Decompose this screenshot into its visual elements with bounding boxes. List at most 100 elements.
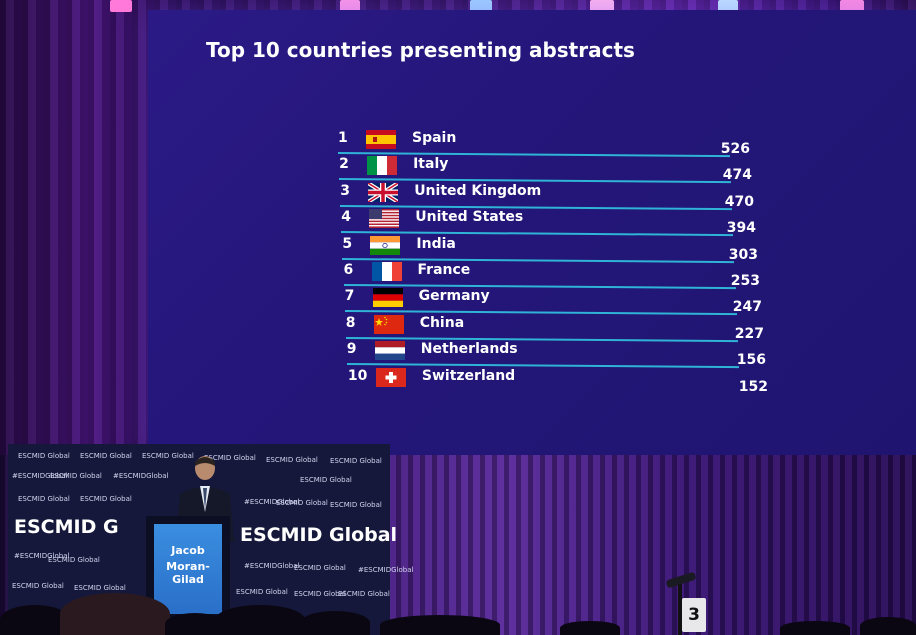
country-name: India <box>416 235 456 252</box>
abstract-count: 526 <box>720 141 750 157</box>
audience-head <box>560 621 620 635</box>
audience-head <box>860 617 916 635</box>
backdrop-logo-text: ESCMID Global <box>266 456 318 464</box>
country-row: 3 United Kingdom 470 <box>340 181 770 210</box>
seat-number: 3 <box>688 605 700 625</box>
italy-flag-icon <box>367 156 398 176</box>
backdrop-logo-text: ESCMID Global <box>294 564 346 572</box>
rank-number: 9 <box>346 341 357 358</box>
country-name: United Kingdom <box>414 182 542 199</box>
backdrop-logo-text: ESCMID Global <box>300 476 352 484</box>
country-row: 1 Spain 526 <box>337 128 768 158</box>
country-name: Netherlands <box>420 341 518 358</box>
abstract-count: 303 <box>728 246 758 263</box>
seat-number-sign: 3 <box>682 598 706 632</box>
audience-head <box>380 615 500 635</box>
audience-head <box>165 613 225 635</box>
country-name: Germany <box>418 288 490 305</box>
usa-flag-icon <box>369 209 400 229</box>
backdrop-logo-text: ESCMID Global <box>50 472 102 480</box>
stage-light <box>590 0 614 12</box>
abstract-count: 474 <box>722 167 752 184</box>
rank-number: 10 <box>347 367 368 384</box>
rank-number: 6 <box>343 262 354 278</box>
backdrop-logo-text: ESCMID Global <box>18 495 70 503</box>
backdrop-logo-text: ESCMID Global <box>338 590 390 598</box>
backdrop-logo-text: ESCMID Global <box>48 556 100 564</box>
france-flag-icon <box>371 262 402 281</box>
abstract-count: 470 <box>724 193 754 210</box>
country-row: 6 France 253 <box>343 260 774 290</box>
stage-light <box>110 0 132 12</box>
country-row: 10 Switzerland 152 <box>347 366 778 395</box>
backdrop-logo-text: ESCMID Global <box>204 454 256 462</box>
rank-number: 1 <box>338 130 348 146</box>
camera-equipment <box>666 572 696 635</box>
backdrop-logo-text: ESCMID Global <box>18 452 70 460</box>
abstract-count: 152 <box>738 378 768 395</box>
speaker-first-name: Jacob <box>171 544 205 557</box>
backdrop-logo-text: ESCMID Global <box>74 584 126 592</box>
uk-flag-icon <box>368 182 399 202</box>
speaker-last-name: Moran-Gilad <box>166 560 210 586</box>
backdrop-logo-text: ESCMID Global <box>330 457 382 465</box>
country-name: France <box>417 262 471 278</box>
backdrop-hashtag: #ESCMIDGlobal <box>113 472 169 480</box>
country-name: Switzerland <box>421 367 516 384</box>
backdrop-hashtag: #ESCMIDGlobal <box>244 562 300 570</box>
rank-number: 5 <box>342 235 353 252</box>
audience-head <box>300 611 370 635</box>
abstract-count: 394 <box>726 220 756 237</box>
country-row: 9 Netherlands 156 <box>346 339 777 369</box>
backdrop-logo-text: ESCMID Global <box>12 582 64 590</box>
audience-head <box>215 605 305 635</box>
country-row: 8 China 227 <box>345 313 776 342</box>
country-name: Italy <box>413 156 449 173</box>
audience-head <box>60 593 170 635</box>
backdrop-logo-text: ESCMID Global <box>142 452 194 460</box>
country-row: 2 Italy 474 <box>339 154 769 184</box>
slide-title: Top 10 countries presenting abstracts <box>206 38 635 62</box>
germany-flag-icon <box>372 288 403 308</box>
rank-number: 4 <box>341 209 352 226</box>
backdrop-logo-text: ESCMID Global <box>294 590 346 598</box>
backdrop-logo-text: ESCMID Global <box>276 499 328 507</box>
stage-light <box>470 0 492 12</box>
stage-light <box>340 0 360 12</box>
backdrop-hashtag: #ESCMIDGlobal <box>14 552 70 560</box>
backdrop-hashtag: #ESCMIDGlobal <box>12 472 68 480</box>
abstract-count: 253 <box>730 273 760 289</box>
switzerland-flag-icon <box>375 367 406 387</box>
china-flag-icon <box>373 314 404 334</box>
presentation-screen: Top 10 countries presenting abstracts 1 S… <box>148 10 916 455</box>
rank-number: 2 <box>339 156 349 173</box>
podium-name-sign: Jacob Moran-Gilad <box>154 524 222 614</box>
abstract-count: 247 <box>732 299 762 316</box>
backdrop-hashtag: #ESCMIDGlobal <box>358 566 414 574</box>
audience-head <box>780 621 850 635</box>
backdrop-logo-text: ESCMID Global <box>236 588 288 596</box>
spain-flag-icon <box>366 130 396 149</box>
backdrop-big-logo: ESCMID G <box>14 516 119 538</box>
stage-light <box>718 0 738 12</box>
stage-light <box>840 0 864 12</box>
rank-number: 7 <box>344 288 355 305</box>
country-name: Spain <box>412 130 457 146</box>
abstract-count: 156 <box>736 352 766 369</box>
country-row: 4 United States 394 <box>341 207 771 237</box>
audience-head <box>0 605 70 635</box>
country-name: United States <box>415 209 524 226</box>
backdrop-big-logo: ESCMID Global <box>240 524 398 546</box>
rank-number: 3 <box>340 182 350 199</box>
backdrop-logo-text: ESCMID Global <box>80 495 132 503</box>
country-row: 5 India 303 <box>342 234 772 263</box>
country-name: China <box>419 314 465 331</box>
india-flag-icon <box>370 235 401 255</box>
rank-number: 8 <box>345 314 356 331</box>
netherlands-flag-icon <box>374 341 405 361</box>
backdrop-hashtag: #ESCMIDGlobal <box>244 498 300 506</box>
abstract-count: 227 <box>734 325 764 342</box>
backdrop-logo-text: ESCMID Global <box>80 452 132 460</box>
country-row: 7 Germany 247 <box>344 286 775 316</box>
backdrop-logo-text: ESCMID Global <box>330 501 382 509</box>
